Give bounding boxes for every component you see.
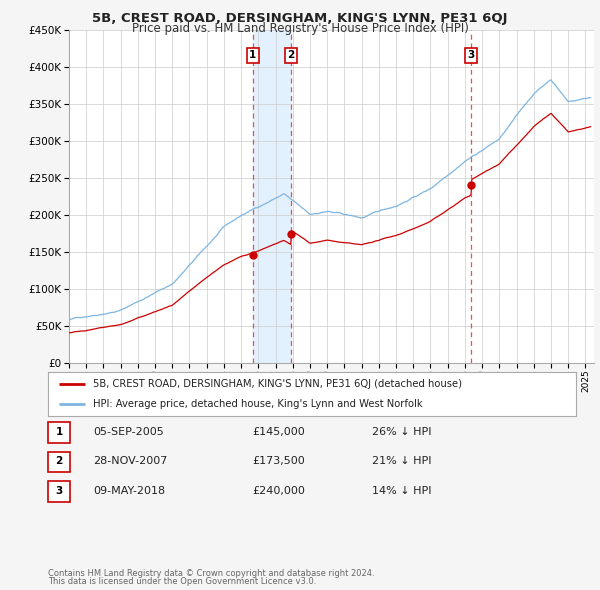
Text: This data is licensed under the Open Government Licence v3.0.: This data is licensed under the Open Gov… (48, 577, 316, 586)
Text: Price paid vs. HM Land Registry's House Price Index (HPI): Price paid vs. HM Land Registry's House … (131, 22, 469, 35)
Text: 2: 2 (287, 50, 295, 60)
Text: 5B, CREST ROAD, DERSINGHAM, KING'S LYNN, PE31 6QJ (detached house): 5B, CREST ROAD, DERSINGHAM, KING'S LYNN,… (93, 379, 462, 389)
Text: 3: 3 (467, 50, 475, 60)
Text: 26% ↓ HPI: 26% ↓ HPI (372, 427, 431, 437)
Text: 14% ↓ HPI: 14% ↓ HPI (372, 486, 431, 496)
Text: 05-SEP-2005: 05-SEP-2005 (93, 427, 164, 437)
Bar (253, 30, 291, 363)
Text: £145,000: £145,000 (252, 427, 305, 437)
Text: £240,000: £240,000 (252, 486, 305, 496)
Text: 5B, CREST ROAD, DERSINGHAM, KING'S LYNN, PE31 6QJ: 5B, CREST ROAD, DERSINGHAM, KING'S LYNN,… (92, 12, 508, 25)
Text: 28-NOV-2007: 28-NOV-2007 (93, 457, 167, 466)
Text: 1: 1 (249, 50, 256, 60)
Text: 21% ↓ HPI: 21% ↓ HPI (372, 457, 431, 466)
Text: Contains HM Land Registry data © Crown copyright and database right 2024.: Contains HM Land Registry data © Crown c… (48, 569, 374, 578)
Text: 09-MAY-2018: 09-MAY-2018 (93, 486, 165, 496)
Text: HPI: Average price, detached house, King's Lynn and West Norfolk: HPI: Average price, detached house, King… (93, 399, 422, 409)
Text: 2: 2 (55, 457, 63, 466)
Text: £173,500: £173,500 (252, 457, 305, 466)
Text: 1: 1 (55, 427, 63, 437)
Text: 3: 3 (55, 486, 63, 496)
